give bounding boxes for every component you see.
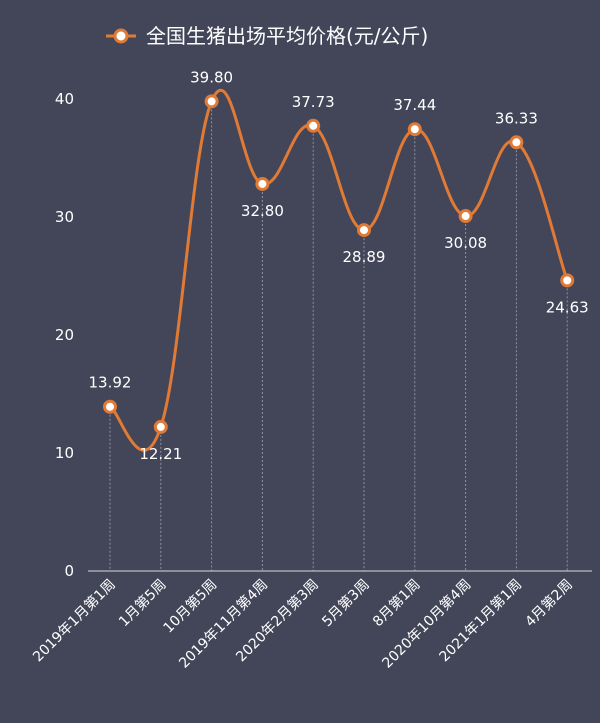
data-point (509, 135, 524, 150)
x-tick-label: 8月第1周 (369, 576, 423, 630)
data-point (560, 273, 575, 288)
x-tick-label: 2019年1月第1周 (29, 576, 118, 665)
data-label: 13.92 (89, 374, 132, 392)
data-label: 39.80 (190, 68, 233, 86)
data-label: 37.73 (292, 93, 335, 111)
data-point (357, 223, 371, 238)
data-point (103, 399, 117, 414)
data-label: 24.63 (546, 298, 589, 316)
vertical-grid (109, 101, 568, 571)
data-label: 32.80 (241, 202, 284, 220)
data-point (255, 176, 270, 191)
y-tick-label: 40 (55, 90, 74, 108)
data-point (306, 118, 321, 133)
data-label: 36.33 (495, 109, 538, 127)
data-point (407, 122, 422, 137)
data-label: 30.08 (444, 234, 487, 252)
y-tick-label: 30 (55, 208, 74, 226)
x-tick-label: 1月第5周 (115, 576, 169, 630)
data-point (204, 94, 219, 109)
data-labels: 13.92 12.21 39.80 32.80 37.73 28.89 37.44 30.08… (89, 68, 589, 463)
legend-series-label: 全国生猪出场平均价格(元/公斤) (146, 24, 428, 48)
x-axis: 2019年1月第1周1月第5周10月第5周2019年11月第4周2020年2月第… (29, 570, 592, 672)
x-tick-label: 2019年11月第4周 (176, 576, 272, 672)
legend-marker-swatch (113, 28, 129, 44)
y-axis: 0 10 20 30 40 (55, 90, 74, 580)
chart-legend: 全国生猪出场平均价格(元/公斤) (106, 24, 428, 48)
y-tick-label: 20 (55, 326, 74, 344)
data-label: 28.89 (343, 248, 386, 266)
y-tick-label: 0 (64, 562, 74, 580)
x-tick-label: 2020年10月第4周 (379, 576, 475, 672)
data-label: 12.21 (139, 445, 182, 463)
y-tick-label: 10 (55, 444, 74, 462)
x-tick-label: 4月第2周 (522, 576, 576, 630)
series-line (109, 89, 569, 452)
x-tick-label: 5月第3周 (319, 576, 373, 630)
series-layer (103, 89, 575, 452)
data-label: 37.44 (393, 96, 436, 114)
data-point (153, 419, 168, 434)
data-point (458, 209, 473, 224)
